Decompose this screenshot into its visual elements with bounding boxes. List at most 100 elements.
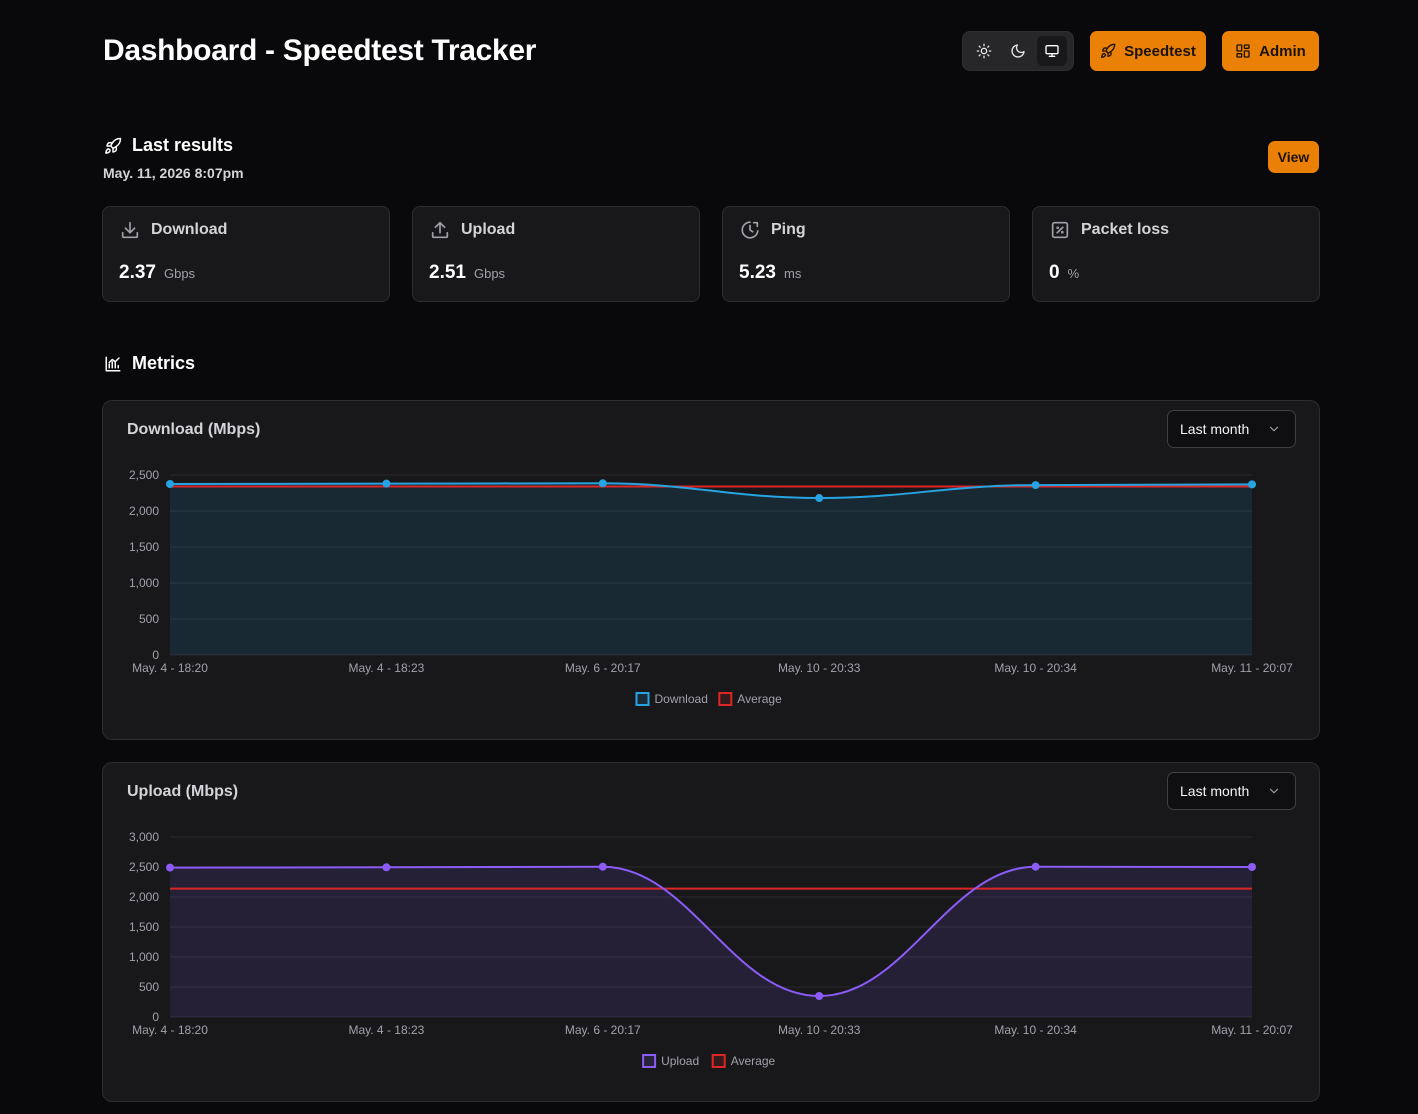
x-tick-label: May. 4 - 18:23 (348, 661, 424, 675)
data-point[interactable] (1248, 863, 1256, 871)
ping-unit: ms (783, 266, 802, 281)
x-tick-label: May. 4 - 18:23 (348, 1023, 424, 1037)
upload-chart-title: Upload (Mbps) (127, 783, 239, 800)
upload-range-value: Last month (1180, 783, 1250, 799)
chevron-down-icon (1269, 788, 1279, 794)
data-point[interactable] (815, 992, 824, 1000)
ping-label: Ping (771, 221, 806, 238)
system-theme-button[interactable] (1037, 36, 1067, 66)
clock-icon (741, 221, 759, 239)
legend-swatch-download[interactable] (635, 692, 650, 706)
x-tick-label: May. 10 - 20:33 (778, 1023, 861, 1037)
data-point[interactable] (1031, 481, 1040, 490)
rocket-icon (1101, 43, 1116, 58)
upload-chart: 0 500 1,000 1,500 2,000 2,500 3,000 May. 4 - 18… (129, 830, 1293, 1068)
series-line-download (169, 482, 1253, 500)
x-tick-label: May. 10 - 20:34 (994, 1023, 1077, 1037)
last-results-heading: Last results (104, 135, 233, 156)
y-tick-label: 1,500 (129, 920, 159, 934)
admin-button[interactable]: Admin (1222, 31, 1319, 71)
y-tick-label: 1,000 (129, 576, 159, 590)
series-area-upload (170, 866, 1252, 1017)
download-chart: 0 500 1,000 1,500 2,000 2,500 May. 4 - 18:20 Ma… (129, 468, 1293, 706)
speedtest-button[interactable]: Speedtest (1090, 31, 1206, 71)
upload-unit: Gbps (473, 266, 506, 281)
data-point[interactable] (815, 494, 824, 503)
download-chart-card: Download (Mbps) Last month 0 500 1,000 1,50… (102, 400, 1320, 740)
x-tick-label: May. 4 - 18:20 (132, 661, 208, 675)
admin-label: Admin (1259, 42, 1306, 60)
light-theme-button[interactable] (969, 36, 999, 66)
download-stat-card: Download 2.37 Gbps (102, 206, 390, 302)
y-tick-label: 500 (139, 612, 159, 626)
download-range-value: Last month (1180, 421, 1250, 437)
x-tick-label: May. 4 - 18:20 (132, 1023, 208, 1037)
monitor-icon (1045, 45, 1059, 57)
y-tick-label: 0 (152, 648, 159, 662)
upload-chart-card: Upload (Mbps) Last month 0 500 1,000 1,500 2… (102, 762, 1320, 1102)
dark-theme-button[interactable] (1003, 36, 1033, 66)
ping-value-row: 5.23 ms (739, 262, 801, 284)
data-point[interactable] (382, 863, 391, 872)
data-point[interactable] (166, 863, 174, 872)
legend-label-download[interactable]: Download (655, 692, 708, 706)
x-tick-label: May. 10 - 20:33 (778, 661, 861, 675)
data-point[interactable] (598, 862, 607, 871)
packet-loss-stat-card: Packet loss 0 % (1032, 206, 1320, 302)
x-tick-label: May. 11 - 20:07 (1211, 1023, 1293, 1037)
x-tick-label: May. 10 - 20:34 (994, 661, 1077, 675)
data-point[interactable] (598, 479, 607, 488)
speedtest-label: Speedtest (1124, 42, 1196, 60)
chevron-down-icon (1269, 426, 1279, 432)
series-line-upload (169, 865, 1253, 998)
legend-swatch-upload[interactable] (642, 1054, 657, 1068)
legend-label-average[interactable]: Average (737, 692, 782, 706)
y-tick-label: 3,000 (129, 830, 159, 844)
upload-value-row: 2.51 Gbps (429, 262, 505, 284)
legend-label-average[interactable]: Average (731, 1054, 776, 1068)
view-button[interactable]: View (1268, 141, 1319, 173)
packet-loss-value-row: 0 % (1049, 262, 1079, 284)
rocket-icon (105, 137, 122, 154)
download-range-select[interactable]: Last month (1167, 410, 1296, 448)
y-tick-label: 2,500 (129, 468, 159, 482)
series-area-download (170, 483, 1252, 655)
upload-label: Upload (461, 221, 516, 238)
ping-value: 5.23 (739, 262, 776, 283)
moon-icon (1011, 44, 1025, 58)
y-tick-label: 1,000 (129, 950, 159, 964)
y-tick-label: 500 (139, 980, 159, 994)
upload-stat-card: Upload 2.51 Gbps (412, 206, 700, 302)
packet-loss-label: Packet loss (1081, 221, 1170, 238)
download-icon (121, 221, 139, 239)
y-tick-label: 1,500 (129, 540, 159, 554)
legend-swatch-average[interactable] (711, 1054, 726, 1068)
percent-icon (1051, 221, 1069, 239)
download-value-row: 2.37 Gbps (119, 262, 195, 284)
data-point[interactable] (382, 479, 391, 488)
metrics-heading: Metrics (104, 353, 195, 374)
x-tick-label: May. 6 - 20:17 (565, 661, 641, 675)
legend-label-upload[interactable]: Upload (661, 1054, 699, 1068)
download-value: 2.37 (119, 262, 156, 283)
download-unit: Gbps (163, 266, 196, 281)
data-point[interactable] (1248, 480, 1256, 489)
y-tick-label: 0 (152, 1010, 159, 1024)
download-label: Download (151, 221, 228, 238)
packet-loss-unit: % (1067, 266, 1080, 281)
theme-switcher (962, 31, 1074, 71)
packet-loss-value: 0 (1049, 262, 1060, 283)
legend-swatch-average[interactable] (718, 692, 733, 706)
data-point[interactable] (1031, 862, 1040, 871)
chart-icon (105, 356, 121, 371)
data-point[interactable] (166, 480, 174, 488)
upload-icon (431, 221, 449, 239)
x-tick-label: May. 11 - 20:07 (1211, 661, 1293, 675)
upload-range-select[interactable]: Last month (1167, 772, 1296, 810)
sun-icon (976, 43, 992, 59)
x-tick-label: May. 6 - 20:17 (565, 1023, 641, 1037)
page-title: Dashboard - Speedtest Tracker (103, 34, 537, 67)
last-results-date: May. 11, 2026 8:07pm (103, 165, 244, 181)
y-tick-label: 2,000 (129, 504, 159, 518)
metrics-title: Metrics (132, 353, 196, 373)
